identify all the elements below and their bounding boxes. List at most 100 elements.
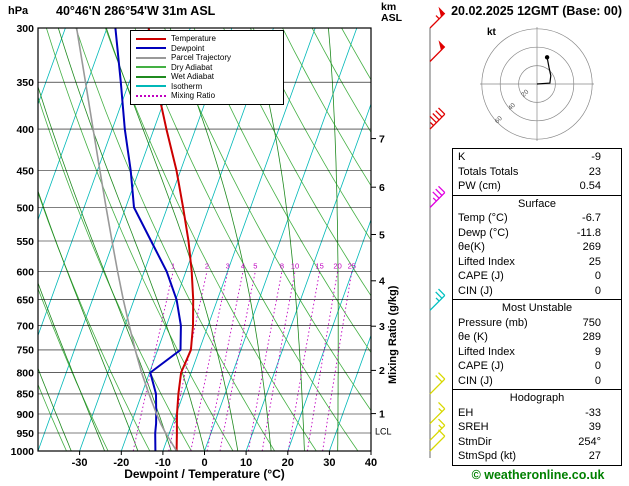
svg-text:20: 20: [333, 262, 341, 271]
stat-row: Lifted Index 25: [453, 255, 621, 270]
stat-value: -11.8: [576, 226, 601, 239]
stat-value: 0: [594, 360, 601, 372]
svg-text:-20: -20: [113, 457, 129, 469]
svg-text:8: 8: [280, 262, 284, 271]
svg-text:1000: 1000: [11, 446, 35, 458]
panel-section: Surface Temp (°C) -6.7 Dewp (°C) -11.8 θe(K) 2…: [452, 194, 622, 300]
hodograph-unit-label: kt: [487, 27, 496, 38]
parcel-trajectory-curve: [75, 28, 178, 451]
legend-swatch: [136, 94, 166, 97]
x-axis-label: Dewpoint / Temperature (°C): [124, 467, 285, 481]
svg-text:15: 15: [315, 262, 323, 271]
stat-label: θe(K): [458, 241, 485, 253]
stat-label: Totals Totals: [458, 165, 519, 178]
temperature-curve: [147, 28, 195, 451]
stat-row: CIN (J) 0: [453, 284, 621, 299]
stat-row: CAPE (J) 0: [453, 269, 621, 284]
svg-text:3: 3: [226, 262, 230, 271]
stat-row: Dewp (°C) -11.8: [453, 226, 621, 241]
stat-value: -6.7: [582, 212, 601, 224]
stat-label: StmSpd (kt): [458, 450, 517, 462]
dewpoint-curve: [114, 28, 182, 451]
svg-text:0: 0: [201, 457, 207, 469]
svg-text:550: 550: [16, 236, 34, 248]
stat-value: 254°: [578, 435, 601, 448]
legend-swatch: [136, 37, 166, 40]
skewt-svg: 1 2 3 4 5 8 10 15 20 2530035040045050055060065070…: [11, 6, 446, 469]
stat-label: PW (cm): [458, 180, 501, 192]
stat-value: 0: [594, 284, 601, 297]
panel-section-title: Hodograph: [509, 392, 565, 404]
svg-text:1: 1: [379, 408, 385, 420]
svg-text:6: 6: [379, 182, 385, 194]
legend-swatch: [136, 66, 166, 69]
legend-swatch: [136, 47, 166, 50]
stat-row: StmSpd (kt) 27: [453, 449, 621, 464]
stat-row: PW (cm) 0.54: [453, 179, 621, 194]
legend-label: Isotherm: [171, 81, 203, 91]
svg-text:950: 950: [16, 428, 34, 440]
legend-item: Wet Adiabat: [136, 72, 278, 82]
hodograph-marker: [544, 55, 550, 60]
wind-barbs: [429, 6, 446, 458]
stat-value: 289: [582, 331, 601, 343]
panel-section-title: Surface: [518, 197, 556, 210]
stat-value: 27: [588, 450, 601, 462]
legend-item: Dewpoint: [136, 44, 278, 54]
svg-text:4: 4: [379, 276, 385, 288]
mixing-ratio-labels: 1 2 3 4 5 8 10 15 20 25: [171, 262, 356, 271]
hodograph-trace: [536, 57, 552, 85]
stat-row: EH -33: [453, 406, 621, 421]
stat-row: Temp (°C) -6.7: [453, 211, 621, 226]
stat-label: CIN (J): [458, 374, 493, 387]
svg-text:650: 650: [16, 295, 34, 307]
stat-row: CAPE (J) 0: [453, 359, 621, 374]
svg-text:3: 3: [379, 321, 385, 333]
stat-label: StmDir: [458, 435, 492, 448]
legend-swatch: [136, 75, 166, 78]
legend-label: Wet Adiabat: [171, 72, 214, 82]
stat-row: θe (K) 289: [453, 330, 621, 345]
stat-label: CIN (J): [458, 284, 493, 297]
stat-row: Totals Totals 23: [453, 165, 621, 180]
svg-text:450: 450: [16, 165, 34, 177]
svg-text:1: 1: [171, 262, 175, 271]
svg-text:10: 10: [291, 262, 299, 271]
svg-text:2: 2: [379, 365, 385, 377]
legend: Temperature Dewpoint Parcel Trajectory Dry …: [130, 30, 284, 105]
svg-text:750: 750: [16, 345, 34, 357]
svg-text:5: 5: [379, 229, 385, 241]
legend-item: Isotherm: [136, 82, 278, 92]
svg-text:20: 20: [282, 457, 294, 469]
stat-row: CIN (J) 0: [453, 374, 621, 389]
svg-text:500: 500: [16, 202, 34, 214]
svg-text:40: 40: [507, 102, 517, 112]
stat-label: Dewp (°C): [458, 226, 509, 239]
stat-value: 750: [582, 316, 601, 329]
lcl-label: LCL: [375, 427, 392, 437]
info-panel: K -9 Totals Totals 23 PW (cm) 0.54 Surface Temp…: [452, 148, 622, 466]
svg-text:30: 30: [323, 457, 335, 469]
svg-text:10: 10: [240, 457, 252, 469]
stat-label: Lifted Index: [458, 255, 515, 268]
svg-text:400: 400: [16, 124, 34, 136]
km-axis: 7 6 5 4 3 2 1 LCL: [371, 133, 392, 437]
panel-section: Hodograph EH -33 SREH 39 StmDir 254° StmSpd (kt…: [452, 389, 622, 466]
stat-value: -33: [585, 406, 601, 419]
svg-text:40: 40: [365, 457, 377, 469]
svg-text:-10: -10: [155, 457, 171, 469]
legend-swatch: [136, 85, 166, 88]
altitude-unit-km: km: [381, 1, 397, 13]
stat-label: EH: [458, 406, 474, 419]
svg-text:800: 800: [16, 367, 34, 379]
stat-label: Temp (°C): [458, 212, 508, 224]
stat-value: 9: [594, 345, 601, 358]
svg-text:7: 7: [379, 133, 385, 145]
svg-text:900: 900: [16, 409, 34, 421]
legend-item: Mixing Ratio: [136, 91, 278, 101]
legend-label: Temperature: [171, 34, 216, 44]
stat-value: 25: [588, 255, 601, 268]
stat-label: Lifted Index: [458, 345, 515, 358]
